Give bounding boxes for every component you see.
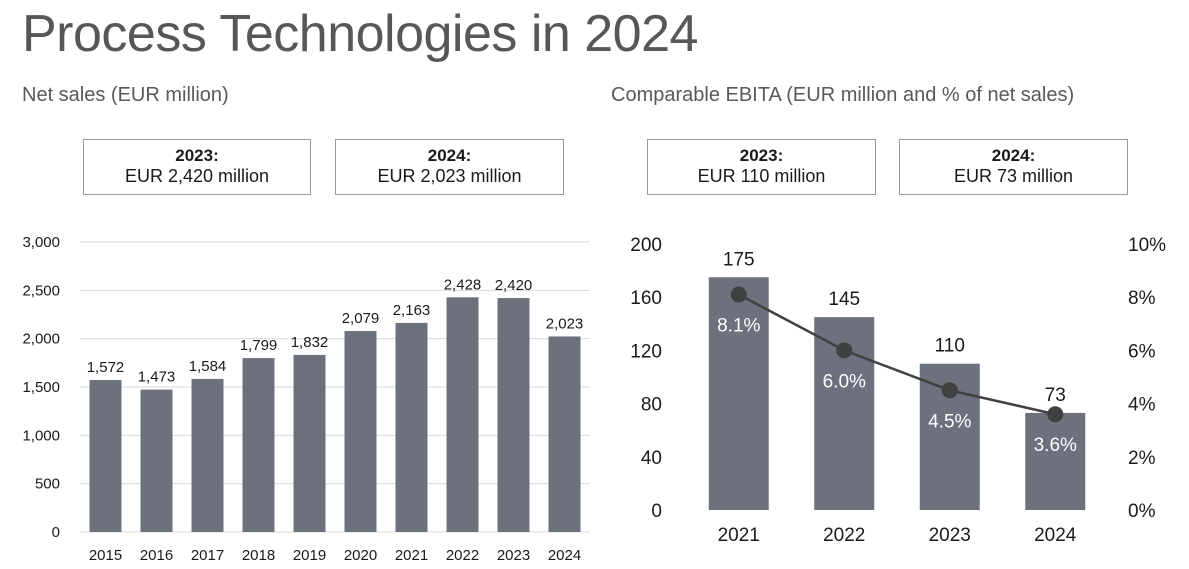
callout-value: EUR 110 million xyxy=(697,166,826,187)
callout-value: EUR 73 million xyxy=(953,166,1074,187)
callout-year: 2024: xyxy=(427,146,472,165)
y-tick-label: 2,500 xyxy=(22,282,60,299)
bar xyxy=(191,378,224,532)
data-label: 1,584 xyxy=(189,358,227,375)
margin-label: 3.6% xyxy=(1034,435,1077,456)
margin-point xyxy=(730,286,747,303)
margin-point xyxy=(836,342,853,359)
bar xyxy=(919,363,980,510)
data-label: 1,473 xyxy=(138,369,176,386)
data-label: 1,832 xyxy=(291,334,329,351)
y-tick-label: 1,000 xyxy=(22,427,60,444)
x-tick-label: 2022 xyxy=(823,525,865,546)
x-tick-label: 2018 xyxy=(242,547,275,564)
y-tick-label: 160 xyxy=(630,288,662,309)
x-tick-label: 2021 xyxy=(718,525,760,546)
x-tick-label: 2019 xyxy=(293,547,326,564)
bar xyxy=(1025,412,1086,510)
data-label: 2,420 xyxy=(495,277,533,294)
y-tick-label: 80 xyxy=(641,395,662,416)
data-label: 1,572 xyxy=(87,359,125,376)
data-label: 175 xyxy=(723,249,755,270)
x-tick-label: 2024 xyxy=(1034,525,1077,546)
margin-point xyxy=(1047,406,1064,423)
margin-label: 6.0% xyxy=(823,371,866,392)
bar xyxy=(548,336,581,532)
callout-year: 2023: xyxy=(739,146,784,165)
bar xyxy=(446,297,479,532)
y-tick-label: 120 xyxy=(630,341,662,362)
bar xyxy=(89,380,122,532)
y-tick-label: 3,000 xyxy=(22,234,60,251)
y-tick-label: 40 xyxy=(641,448,662,469)
x-tick-label: 2021 xyxy=(395,547,428,564)
bar xyxy=(497,298,530,532)
callout-year: 2023: xyxy=(175,146,219,165)
data-label: 145 xyxy=(828,289,860,310)
page-title: Process Technologies in 2024 xyxy=(22,5,698,63)
y2-tick-label: 2% xyxy=(1128,448,1156,469)
bar xyxy=(242,358,275,532)
margin-label: 4.5% xyxy=(928,411,971,432)
x-tick-label: 2022 xyxy=(446,547,479,564)
data-label: 2,023 xyxy=(546,315,584,332)
y-tick-label: 0 xyxy=(651,501,662,522)
ebita-chart-title: Comparable EBITA (EUR million and % of n… xyxy=(611,84,1075,106)
bar xyxy=(344,331,377,532)
x-tick-label: 2017 xyxy=(191,547,224,564)
y2-tick-label: 10% xyxy=(1128,235,1166,256)
ebita-2023-callout: 2023: EUR 110 million xyxy=(647,139,876,195)
callout-year: 2024: xyxy=(991,146,1036,165)
y-tick-label: 2,000 xyxy=(22,331,60,348)
data-label: 2,163 xyxy=(393,302,431,319)
bar xyxy=(293,354,326,532)
y2-tick-label: 4% xyxy=(1128,395,1156,416)
data-label: 2,079 xyxy=(342,310,380,327)
callout-value: EUR 2,420 million xyxy=(124,166,270,187)
y-tick-label: 500 xyxy=(35,476,60,493)
y-tick-label: 200 xyxy=(630,235,662,256)
x-tick-label: 2024 xyxy=(548,547,581,564)
y2-tick-label: 0% xyxy=(1128,501,1156,522)
y-tick-label: 0 xyxy=(52,524,60,541)
callout-value: EUR 2,023 million xyxy=(377,166,522,187)
y-tick-label: 1,500 xyxy=(22,379,60,396)
bar xyxy=(395,322,428,532)
net-sales-2023-callout: 2023: EUR 2,420 million xyxy=(83,139,311,195)
ebita-2024-callout: 2024: EUR 73 million xyxy=(899,139,1128,195)
data-label: 110 xyxy=(935,336,965,357)
margin-label: 8.1% xyxy=(717,316,760,337)
margin-point xyxy=(941,382,958,399)
x-tick-label: 2023 xyxy=(929,525,971,546)
net-sales-2024-callout: 2024: EUR 2,023 million xyxy=(335,139,564,195)
net-sales-chart-title: Net sales (EUR million) xyxy=(22,84,229,106)
x-tick-label: 2020 xyxy=(344,547,377,564)
y2-tick-label: 8% xyxy=(1128,288,1156,309)
x-tick-label: 2015 xyxy=(89,547,122,564)
bar xyxy=(814,317,875,510)
bar xyxy=(140,389,173,532)
net-sales-chart: 0 500 1,000 1,500 2,000 2,500 3,000 1,572 2015 1,… xyxy=(22,234,590,564)
data-label: 2,428 xyxy=(444,276,482,293)
x-tick-label: 2023 xyxy=(497,547,530,564)
margin-line xyxy=(738,293,1056,416)
data-label: 1,799 xyxy=(240,337,278,354)
data-label: 73 xyxy=(1045,385,1066,406)
x-tick-label: 2016 xyxy=(140,547,173,564)
y2-tick-label: 6% xyxy=(1128,341,1156,362)
bar xyxy=(708,277,769,510)
